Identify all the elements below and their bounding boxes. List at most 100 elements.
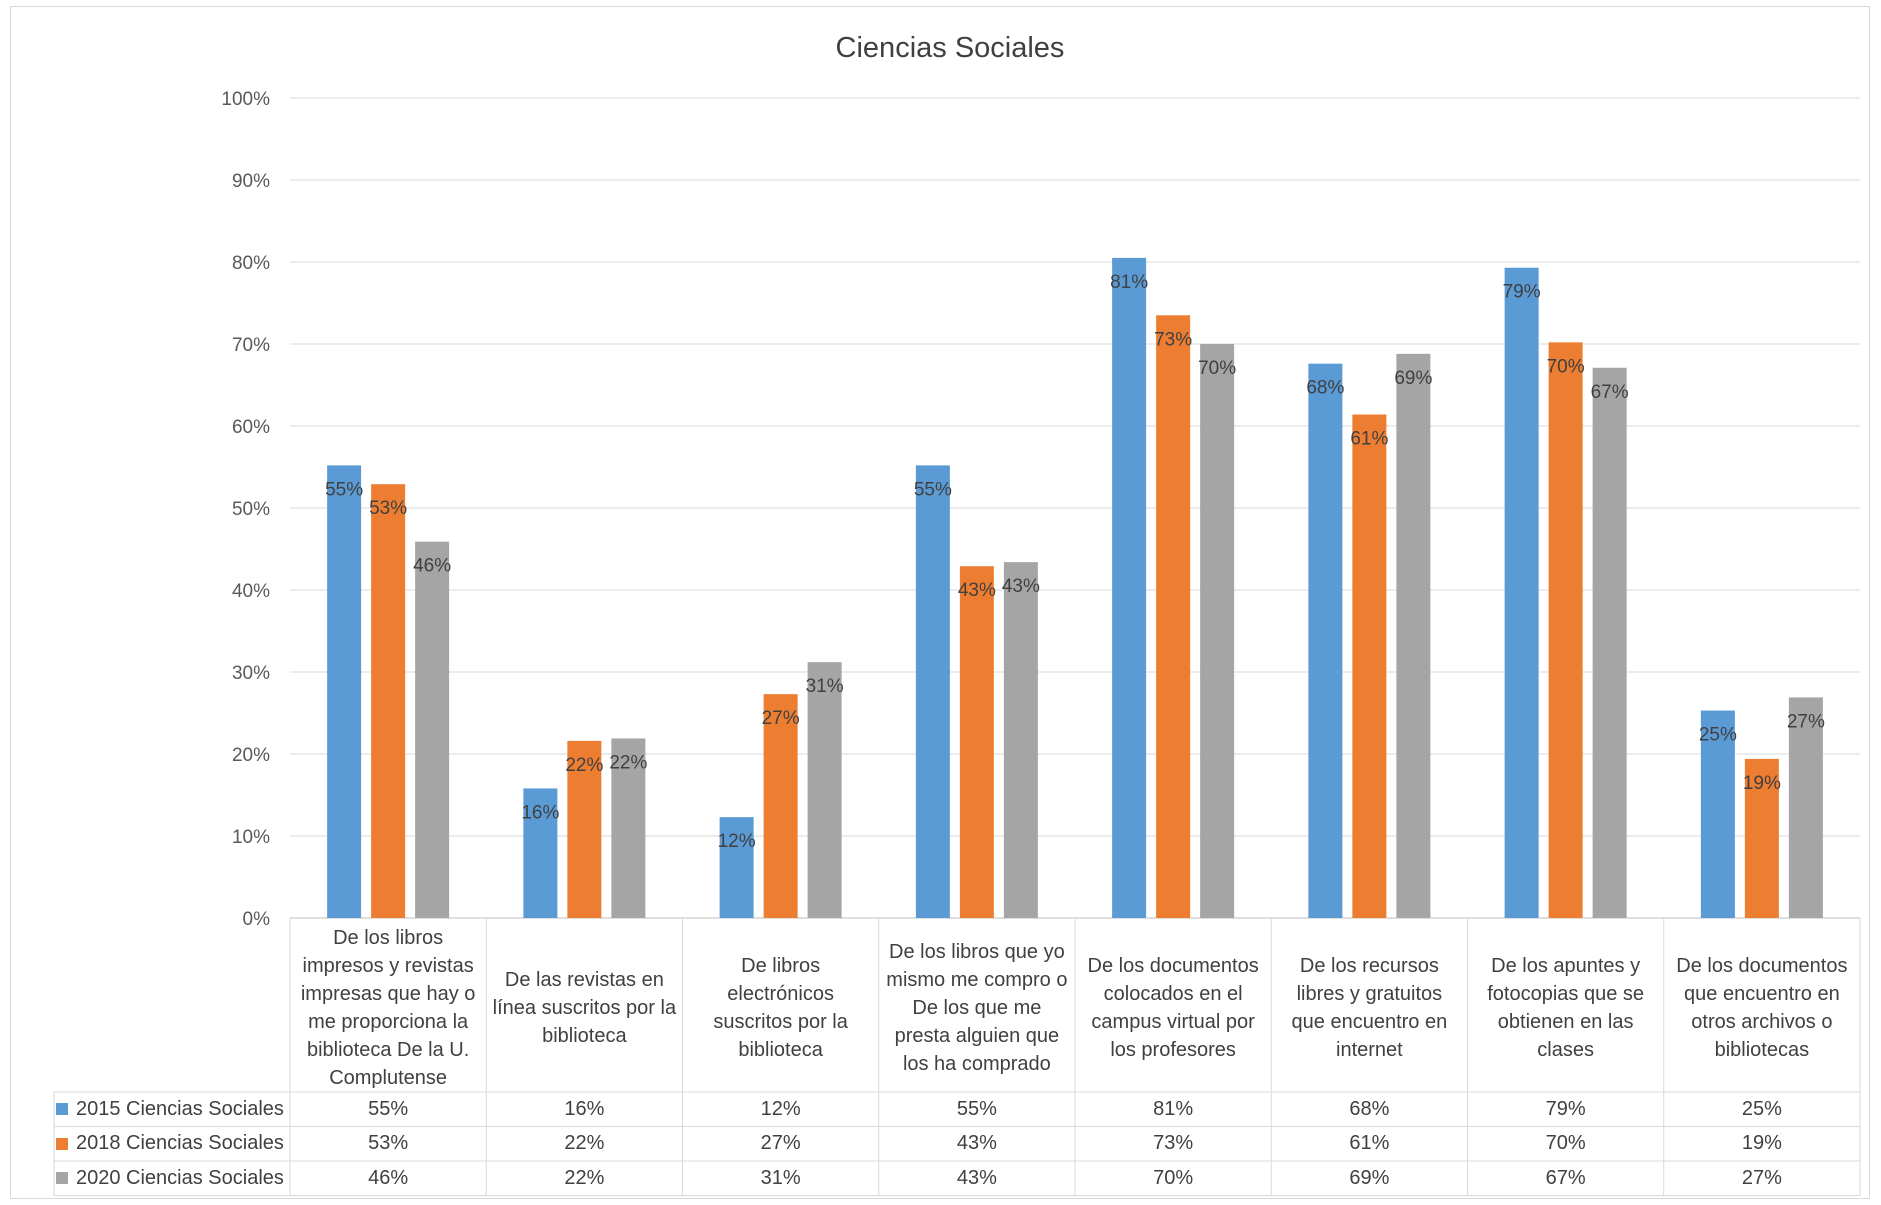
legend-swatch [56,1172,68,1184]
table-cell: 81% [1153,1097,1194,1120]
y-tick-label: 50% [232,499,270,520]
data-label: 61% [1350,429,1388,450]
data-label: 12% [718,831,756,852]
bars [327,257,1823,919]
bar [1396,353,1431,919]
bar [807,662,842,918]
table-cell: 22% [564,1132,605,1154]
y-tick-label: 90% [232,171,270,192]
table-cell: 19% [1741,1132,1782,1154]
data-label: 27% [1787,711,1825,732]
y-tick-label: 40% [232,581,270,602]
legend-swatch [56,1137,68,1150]
table-cell: 67% [1545,1166,1586,1189]
data-label: 53% [369,498,407,519]
legend-swatch [56,1103,68,1115]
y-tick-label: 100% [221,89,270,110]
data-label: 70% [1547,356,1585,377]
table-cell: 53% [368,1132,409,1154]
data-label: 27% [762,708,800,729]
table-cell: 25% [1741,1097,1782,1120]
category-label: De los apuntes y fotocopias que se obtie… [1487,955,1645,1061]
category-label: De libros electrónicos suscritos por la … [713,955,848,1061]
bar [1308,363,1343,918]
bar [1504,267,1539,918]
table-cell: 55% [956,1097,997,1120]
y-tick-label: 20% [232,745,270,766]
category-label: De las revistas en línea suscritos por l… [492,969,677,1047]
table-cell: 31% [760,1166,801,1189]
data-label: 43% [958,580,996,601]
table-cell: 79% [1545,1097,1586,1120]
bar [567,740,602,918]
category-label: De los recursos libres y gratuitos que e… [1291,955,1448,1061]
category-label: De los documentos colocados en el campus… [1087,955,1259,1061]
chart-title: Ciencias Sociales [836,32,1065,64]
bar [1352,414,1387,918]
table-cell: 43% [956,1166,997,1189]
bar [719,817,754,918]
bar [763,694,798,918]
data-label: 55% [325,479,363,500]
data-label: 79% [1503,282,1541,303]
data-label: 16% [521,802,559,823]
table-cell: 27% [1741,1166,1782,1189]
data-label: 55% [914,479,952,500]
data-label: 73% [1154,329,1192,350]
bar [959,566,994,918]
bar [371,484,406,918]
y-tick-label: 10% [232,827,270,848]
category-label: De los libros que yo mismo me compro o D… [886,941,1068,1075]
y-tick-label: 0% [243,909,271,930]
data-label: 25% [1699,725,1737,746]
table-cell: 46% [368,1166,409,1189]
table-cell: 73% [1153,1132,1194,1154]
bar [1788,697,1823,918]
legend-entry: 2015 Ciencias Sociales [56,1092,288,1126]
category-label: De los documentos que encuentro en otros… [1676,955,1848,1061]
table-cell: 16% [564,1097,605,1120]
legend-label: 2020 Ciencias Sociales [76,1166,284,1189]
y-tick-label: 80% [232,253,270,274]
bar [1744,758,1779,918]
bar [1700,710,1735,918]
table-cell: 55% [368,1097,409,1120]
bar [415,541,450,918]
data-label: 67% [1591,382,1629,403]
data-label: 81% [1110,272,1148,293]
legend-label: 2015 Ciencias Sociales [76,1097,284,1120]
y-tick-label: 70% [232,335,270,356]
data-labels: 55% 16% 12% 55% 81% 68% 79% 25% 53% 22% 27% 43% 73% 6… [325,272,1825,852]
legend-label: 2018 Ciencias Sociales [76,1132,284,1154]
data-label: 31% [806,676,844,697]
bar [1156,315,1191,918]
y-tick-label: 60% [232,417,270,438]
data-table-lines [53,918,1861,1196]
data-label: 19% [1743,773,1781,794]
table-cell: 43% [956,1132,997,1154]
bar [1548,342,1583,918]
table-cell: 70% [1545,1132,1586,1154]
bar [1003,562,1038,918]
data-label: 46% [413,556,451,577]
table-cell: 68% [1349,1097,1390,1120]
y-tick-label: 30% [232,663,270,684]
bar [1112,257,1147,918]
table-cell: 61% [1349,1132,1390,1154]
legend-entry: 2020 Ciencias Sociales [56,1161,288,1195]
bar [327,465,362,918]
data-label: 70% [1198,358,1236,379]
bar [523,788,558,918]
data-label: 69% [1394,368,1432,389]
category-label: De los libros impresos y revistas impres… [300,927,476,1089]
bar [1592,367,1627,918]
data-label: 43% [1002,576,1040,597]
bar [1200,344,1235,918]
table-cell: 12% [760,1097,801,1120]
bar [611,738,646,918]
data-label: 22% [609,752,647,773]
table-cell: 27% [760,1132,801,1154]
data-label: 68% [1306,378,1344,399]
data-label: 22% [565,755,603,776]
